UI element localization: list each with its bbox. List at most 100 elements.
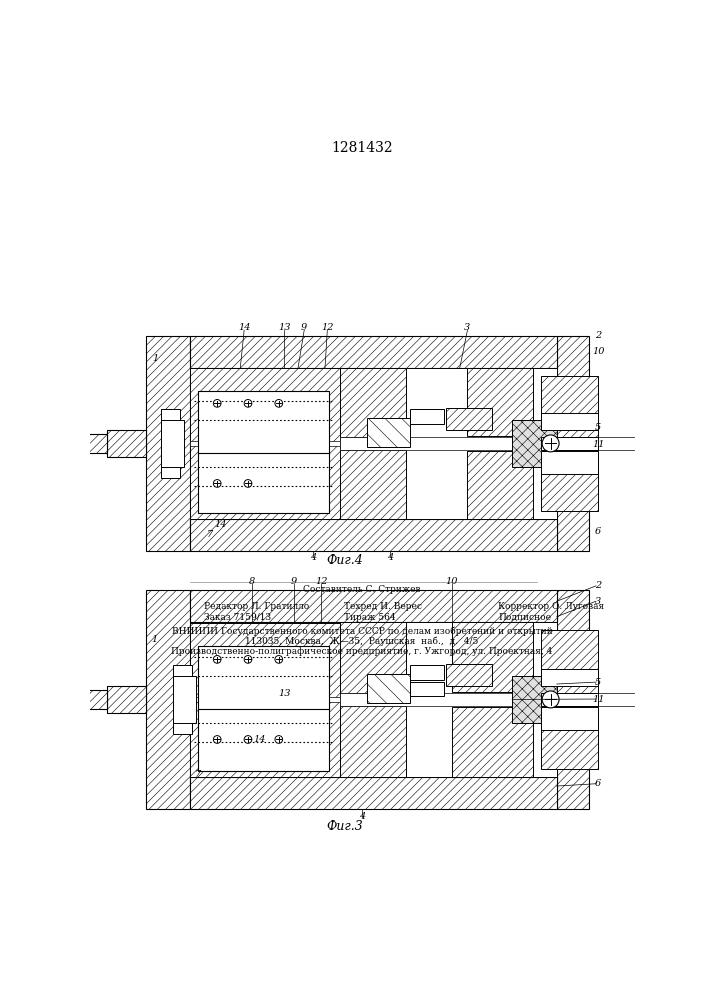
Bar <box>467 368 533 436</box>
Text: 9: 9 <box>291 578 298 586</box>
Text: 14: 14 <box>215 520 227 529</box>
Text: 14: 14 <box>253 735 266 744</box>
Bar <box>173 665 192 734</box>
Bar <box>340 706 406 777</box>
Bar <box>190 368 340 443</box>
Bar <box>541 707 598 730</box>
Text: 6: 6 <box>595 779 602 788</box>
Text: 5: 5 <box>595 424 602 432</box>
Text: Составитель С. Стрижев: Составитель С. Стрижев <box>303 585 421 594</box>
Text: 13: 13 <box>278 323 291 332</box>
Circle shape <box>244 400 252 407</box>
Text: 2: 2 <box>595 581 602 590</box>
Text: Подписное: Подписное <box>498 613 551 622</box>
Circle shape <box>244 480 252 487</box>
Bar <box>541 669 598 686</box>
Bar <box>512 420 557 466</box>
Text: 4: 4 <box>359 812 365 821</box>
Bar <box>409 682 444 696</box>
Bar <box>84 434 107 453</box>
Text: Заказ 7159/13: Заказ 7159/13 <box>204 613 271 622</box>
Bar <box>146 590 190 809</box>
Text: 10: 10 <box>592 347 604 356</box>
Circle shape <box>214 400 221 407</box>
Circle shape <box>275 400 283 407</box>
Bar <box>512 676 557 723</box>
Bar <box>557 590 589 809</box>
Circle shape <box>244 736 252 743</box>
Text: 11: 11 <box>592 440 604 449</box>
Bar <box>198 646 329 709</box>
Circle shape <box>542 691 559 708</box>
Bar <box>190 441 340 446</box>
Circle shape <box>275 736 283 743</box>
Bar <box>557 336 589 551</box>
Bar <box>190 777 557 809</box>
Text: 3: 3 <box>464 323 471 332</box>
Bar <box>146 336 190 551</box>
Bar <box>452 622 533 692</box>
Bar <box>340 437 672 450</box>
Text: Производственно-полиграфическое предприятие, г. Ужгород, ул. Проектная, 4: Производственно-полиграфическое предприя… <box>171 647 553 656</box>
Text: 14: 14 <box>238 323 250 332</box>
Bar <box>190 443 340 519</box>
Bar <box>198 451 329 513</box>
Bar <box>541 376 598 511</box>
Text: 1: 1 <box>153 354 158 363</box>
Text: 10: 10 <box>446 578 458 586</box>
Text: 9: 9 <box>301 323 308 332</box>
Bar <box>198 708 329 771</box>
Text: Фиг.4: Фиг.4 <box>326 554 363 567</box>
Bar <box>541 437 598 450</box>
Text: 11: 11 <box>592 695 604 704</box>
Bar <box>190 697 340 702</box>
Bar <box>190 519 557 551</box>
Text: Фиг.3: Фиг.3 <box>326 820 363 833</box>
Bar <box>409 409 444 424</box>
Text: 6: 6 <box>595 527 602 536</box>
Text: Техред И. Верес: Техред И. Верес <box>344 602 422 611</box>
Circle shape <box>542 435 559 452</box>
Bar <box>190 623 340 700</box>
Bar <box>409 665 444 680</box>
Bar <box>340 622 406 693</box>
Text: 12: 12 <box>321 323 334 332</box>
Text: 3: 3 <box>595 597 602 606</box>
Bar <box>198 391 329 453</box>
Text: ВНИИПИ Государственного комитета СССР по делам изобретений и открытий: ВНИИПИ Государственного комитета СССР по… <box>172 627 552 636</box>
Bar <box>173 676 196 723</box>
Text: 1281432: 1281432 <box>331 141 393 155</box>
Text: Редактор Л. Гратилло: Редактор Л. Гратилло <box>204 602 310 611</box>
Text: Корректор О. Луговая: Корректор О. Луговая <box>498 602 604 611</box>
Bar <box>340 693 672 706</box>
Bar <box>340 368 406 437</box>
Bar <box>368 418 409 447</box>
Bar <box>190 336 557 368</box>
Bar <box>107 686 146 713</box>
Bar <box>541 451 598 474</box>
Bar <box>190 700 340 777</box>
Circle shape <box>244 656 252 663</box>
Bar <box>452 707 533 777</box>
Bar <box>446 408 492 430</box>
Bar <box>107 430 146 457</box>
Text: 7: 7 <box>195 770 201 779</box>
Circle shape <box>214 656 221 663</box>
Bar <box>190 368 557 519</box>
Bar <box>446 664 492 686</box>
Bar <box>340 450 406 519</box>
Text: 113035, Москва,  Ж—35,  Раушская  наб.,  д.  4/5: 113035, Москва, Ж—35, Раушская наб., д. … <box>245 637 479 646</box>
Bar <box>467 451 533 519</box>
Text: 13: 13 <box>278 689 291 698</box>
Text: 1: 1 <box>151 635 157 644</box>
Text: 5: 5 <box>595 678 602 687</box>
Bar <box>161 409 180 478</box>
Bar <box>541 693 598 706</box>
Text: 4: 4 <box>310 553 317 562</box>
Text: 12: 12 <box>315 578 327 586</box>
Bar <box>541 413 598 430</box>
Text: 8: 8 <box>249 578 255 586</box>
Bar <box>190 590 557 622</box>
Bar <box>84 690 107 709</box>
Bar <box>541 630 598 769</box>
